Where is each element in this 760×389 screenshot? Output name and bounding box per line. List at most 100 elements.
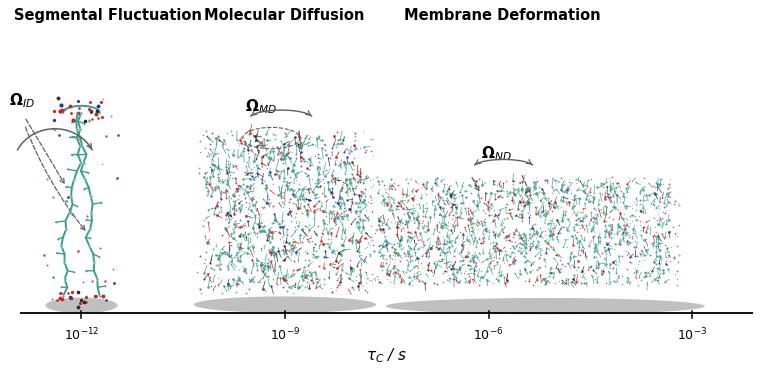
Point — [534, 225, 546, 231]
Point — [52, 131, 65, 138]
Point — [647, 200, 659, 207]
Point — [244, 239, 256, 245]
Point — [243, 286, 255, 293]
Point — [594, 190, 606, 196]
Point — [457, 230, 469, 237]
Point — [222, 151, 234, 157]
Point — [198, 217, 210, 223]
Point — [651, 253, 663, 259]
Point — [470, 272, 483, 279]
Point — [553, 278, 565, 284]
Point — [274, 236, 287, 242]
Point — [470, 202, 483, 208]
Point — [230, 137, 242, 143]
Point — [220, 186, 233, 193]
Point — [288, 162, 300, 168]
Point — [206, 184, 218, 190]
Point — [287, 248, 299, 254]
Point — [664, 258, 676, 264]
Point — [441, 238, 453, 244]
Point — [484, 240, 496, 247]
Point — [426, 188, 439, 194]
Point — [531, 228, 543, 234]
Point — [93, 293, 106, 299]
Point — [432, 190, 444, 196]
Point — [464, 258, 477, 264]
Point — [492, 277, 504, 283]
Point — [225, 233, 237, 239]
Point — [544, 232, 556, 238]
Point — [435, 225, 448, 231]
Point — [492, 233, 504, 240]
Point — [404, 259, 416, 265]
Point — [606, 193, 619, 199]
Point — [523, 278, 535, 284]
Point — [634, 222, 646, 228]
Point — [252, 234, 264, 240]
Point — [64, 294, 76, 300]
Point — [393, 200, 405, 207]
Point — [278, 243, 290, 249]
Point — [422, 267, 434, 273]
Point — [624, 279, 636, 285]
Point — [362, 174, 374, 180]
Point — [442, 187, 454, 194]
Point — [200, 178, 212, 184]
Point — [488, 181, 500, 187]
Point — [407, 202, 420, 208]
Point — [568, 254, 580, 261]
Point — [281, 165, 293, 171]
Point — [75, 110, 87, 116]
Point — [516, 208, 528, 214]
Point — [602, 244, 614, 251]
Point — [445, 230, 458, 236]
Point — [326, 185, 338, 191]
Point — [566, 224, 578, 231]
Point — [299, 284, 311, 290]
Point — [409, 257, 421, 263]
Point — [468, 253, 480, 259]
Point — [302, 139, 315, 145]
Point — [325, 149, 337, 155]
Point — [83, 105, 95, 112]
Point — [617, 193, 629, 199]
Point — [630, 195, 642, 202]
Ellipse shape — [194, 296, 376, 313]
Point — [570, 221, 582, 228]
Point — [201, 133, 213, 139]
Point — [251, 230, 263, 236]
Point — [500, 237, 512, 243]
Point — [603, 280, 616, 287]
Point — [297, 186, 309, 192]
Point — [253, 138, 265, 144]
Point — [562, 244, 574, 250]
Point — [623, 234, 635, 240]
Point — [499, 178, 511, 184]
Point — [241, 250, 253, 256]
Point — [286, 149, 298, 155]
Point — [255, 228, 268, 234]
Point — [108, 279, 120, 286]
Point — [466, 210, 478, 216]
Point — [496, 194, 508, 200]
Point — [402, 209, 414, 216]
Point — [226, 206, 239, 212]
Point — [449, 235, 461, 241]
Point — [499, 248, 511, 254]
Point — [592, 265, 604, 271]
Point — [610, 185, 622, 191]
Point — [634, 197, 646, 203]
Point — [331, 232, 343, 238]
Point — [416, 212, 429, 219]
Point — [84, 235, 97, 241]
Point — [660, 221, 672, 228]
Point — [335, 140, 347, 147]
Point — [435, 224, 447, 230]
Point — [537, 247, 549, 253]
Ellipse shape — [386, 298, 705, 314]
Point — [322, 230, 334, 236]
Point — [332, 150, 344, 156]
Point — [347, 185, 359, 191]
Point — [406, 187, 418, 194]
Point — [322, 230, 334, 236]
